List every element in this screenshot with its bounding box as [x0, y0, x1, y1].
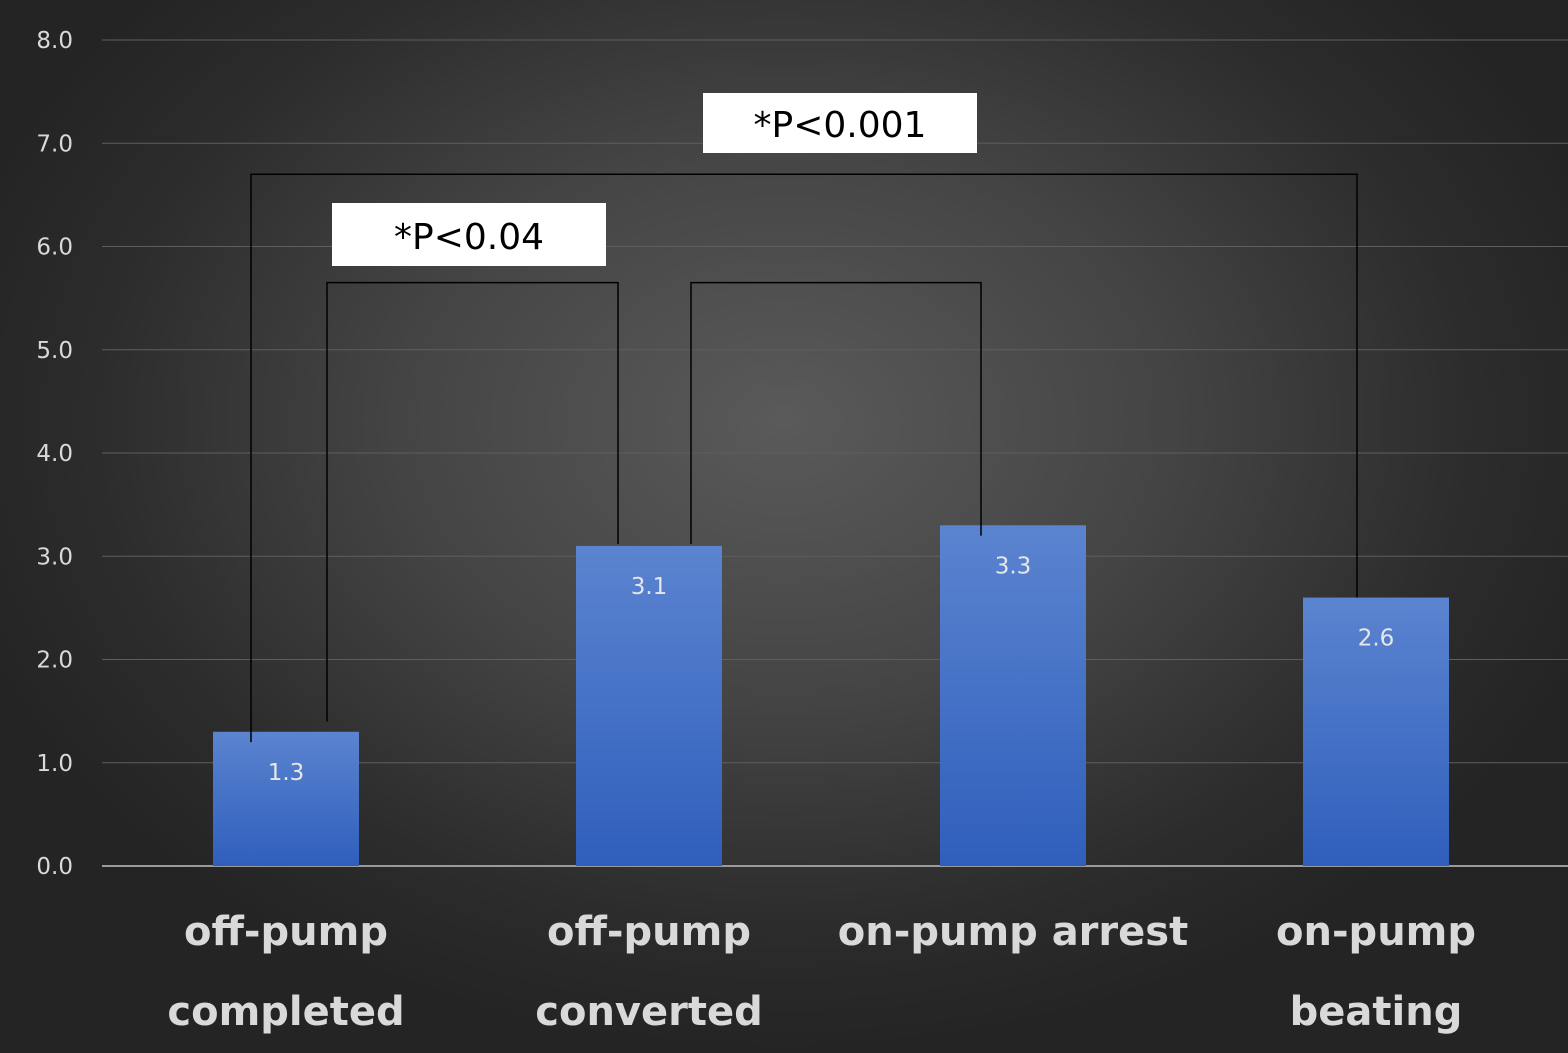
- y-tick-label: 1.0: [36, 751, 73, 777]
- category-label: beating: [1290, 989, 1463, 1035]
- y-tick-label: 8.0: [36, 28, 73, 54]
- y-axis-ticks: 0.0 1.0 2.0 3.0 4.0 5.0 6.0 7.0 8.0: [36, 28, 73, 880]
- y-tick-label: 6.0: [36, 235, 73, 261]
- bar-value-label: 3.1: [631, 574, 668, 600]
- category-label: converted: [535, 989, 762, 1035]
- significance-bracket: [250, 173, 1358, 743]
- y-tick-label: 3.0: [36, 544, 73, 570]
- bar: [213, 731, 359, 866]
- y-tick-label: 5.0: [36, 338, 73, 364]
- category-label: completed: [167, 989, 404, 1035]
- bar: [1303, 597, 1449, 866]
- bar-value-label: 3.3: [995, 553, 1032, 579]
- significance-label: *P<0.001: [754, 105, 927, 146]
- y-tick-label: 7.0: [36, 131, 73, 157]
- category-label: on-pump arrest: [838, 909, 1188, 955]
- bar-value-label: 1.3: [268, 760, 305, 786]
- category-label: on-pump: [1276, 909, 1476, 955]
- significance-brackets: *P<0.04 *P<0.001: [250, 93, 1358, 743]
- category-label: off-pump: [547, 909, 751, 955]
- significance-label: *P<0.04: [394, 217, 544, 258]
- category-label: off-pump: [184, 909, 388, 955]
- bars: 1.3 3.1 3.3 2.6: [213, 525, 1449, 866]
- significance-bracket: [690, 281, 982, 544]
- bar: [576, 545, 722, 866]
- bar-value-label: 2.6: [1358, 626, 1395, 652]
- significance-bracket: [326, 281, 619, 722]
- x-axis-categories: off-pump completed off-pump converted on-pum…: [167, 909, 1476, 1035]
- bar: [940, 525, 1086, 866]
- y-tick-label: 0.0: [36, 854, 73, 880]
- y-tick-label: 2.0: [36, 648, 73, 674]
- significance-label-box: [332, 203, 606, 266]
- y-tick-label: 4.0: [36, 441, 73, 467]
- significance-label-box: [703, 93, 977, 153]
